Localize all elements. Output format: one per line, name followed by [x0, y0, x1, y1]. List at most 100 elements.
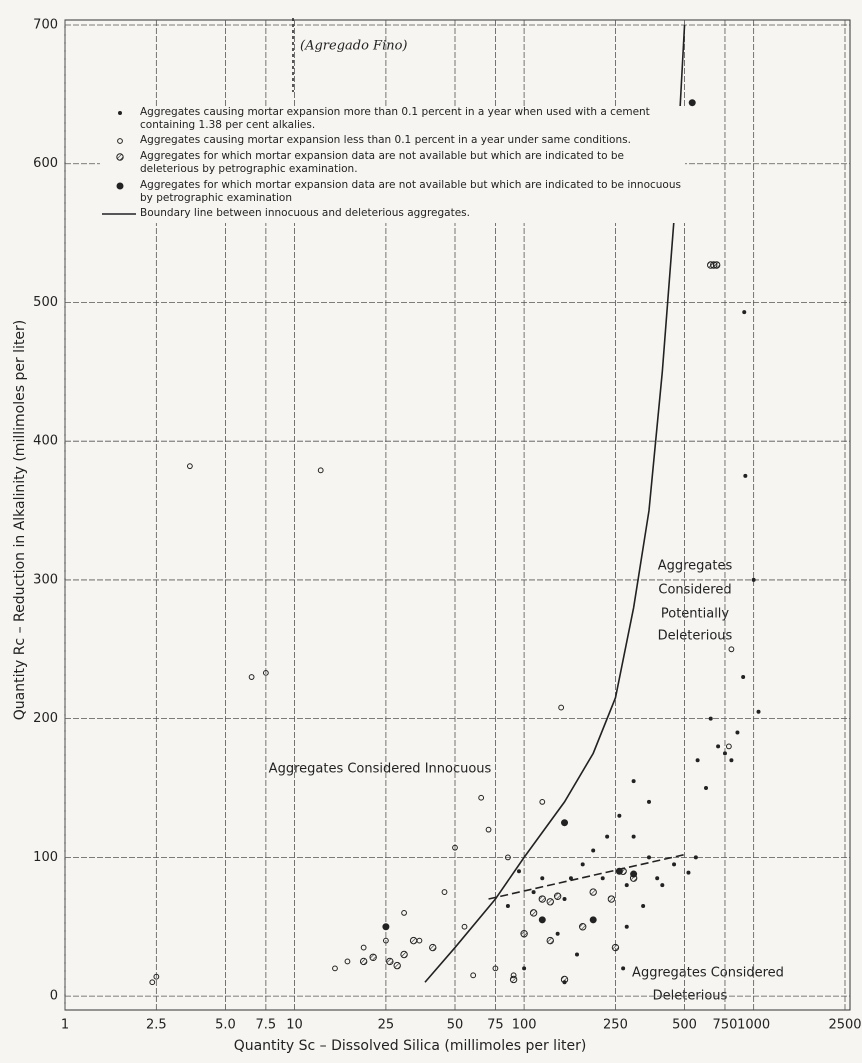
boundary-line — [488, 853, 685, 900]
annotation: Aggregates — [658, 559, 733, 574]
point — [546, 936, 554, 945]
point — [561, 819, 569, 827]
legend-label: Aggregates for which mortar expansion da… — [140, 150, 624, 176]
point — [369, 953, 377, 961]
point — [116, 153, 124, 161]
point — [589, 916, 597, 924]
point — [693, 855, 698, 860]
y-tick-label: 200 — [33, 711, 58, 726]
point — [741, 675, 746, 680]
point — [641, 903, 646, 908]
annotation: Deleterious — [658, 629, 733, 644]
point — [672, 862, 677, 867]
x-tick-label: 750 — [713, 1018, 738, 1033]
point — [359, 957, 368, 966]
point — [631, 834, 636, 839]
point — [539, 799, 546, 805]
point — [400, 950, 408, 959]
y-tick-label: 600 — [33, 156, 58, 171]
x-tick-label: 2.5 — [146, 1018, 167, 1033]
annotation: (Agregado Fino) — [300, 39, 408, 54]
point — [575, 952, 580, 957]
point — [538, 895, 546, 903]
point — [695, 758, 700, 763]
x-tick-label: 75 — [487, 1018, 504, 1033]
x-tick-label: 50 — [447, 1018, 464, 1033]
point — [703, 786, 708, 791]
x-tick-label: 250 — [603, 1018, 628, 1033]
point — [186, 463, 193, 470]
point — [520, 929, 528, 938]
point — [611, 943, 620, 952]
legend-entry: Aggregates for which mortar expansion da… — [100, 179, 685, 205]
point — [553, 892, 562, 900]
y-axis-label: Quantity Rc – Reduction in Alkalinity (m… — [12, 320, 28, 721]
point — [546, 898, 554, 906]
point — [686, 870, 691, 875]
point — [560, 975, 569, 984]
x-tick-label: 100 — [512, 1018, 537, 1033]
point — [470, 972, 477, 979]
point — [461, 923, 468, 930]
point — [729, 758, 734, 763]
x-tick-label: 7.5 — [256, 1018, 277, 1033]
y-tick-label: 300 — [33, 572, 58, 587]
point — [409, 936, 418, 945]
legend-marker — [102, 212, 136, 215]
x-tick-label: 500 — [672, 1018, 697, 1033]
y-tick-label: 700 — [33, 18, 58, 33]
point — [624, 883, 629, 888]
point — [568, 876, 573, 881]
point — [478, 794, 485, 801]
point — [580, 862, 585, 867]
point — [401, 909, 407, 916]
point — [504, 854, 511, 861]
point — [742, 310, 747, 315]
point — [722, 751, 727, 756]
point — [441, 889, 448, 895]
y-tick-label: 500 — [33, 295, 58, 310]
legend-marker — [116, 153, 124, 161]
plot-frame — [64, 19, 851, 1011]
annotation: Potentially — [661, 607, 730, 622]
point — [118, 111, 122, 115]
point — [393, 961, 401, 970]
point — [153, 973, 160, 980]
point — [248, 674, 255, 680]
y-tick-label: 400 — [33, 434, 58, 449]
point — [522, 966, 527, 971]
point — [485, 826, 492, 833]
point — [578, 923, 587, 931]
point — [660, 883, 665, 888]
point — [382, 937, 389, 944]
point — [631, 779, 636, 784]
point — [505, 903, 510, 908]
point — [116, 182, 124, 189]
x-tick-label: 5.0 — [215, 1018, 236, 1033]
point — [716, 744, 721, 749]
legend-label: Aggregates causing mortar expansion less… — [140, 134, 631, 147]
x-tick-label: 1 — [61, 1018, 69, 1033]
point — [262, 669, 269, 676]
point — [646, 855, 651, 860]
point — [630, 870, 638, 878]
y-tick-label: 0 — [50, 989, 58, 1004]
point — [332, 965, 338, 972]
point — [382, 923, 390, 931]
legend-label: Boundary line between innocuous and dele… — [140, 206, 470, 219]
point — [317, 467, 324, 474]
x-tick-label: 10 — [286, 1018, 303, 1033]
annotation: Aggregates Considered Innocuous — [269, 762, 492, 777]
point — [728, 646, 735, 653]
point — [344, 958, 351, 965]
point — [624, 924, 629, 929]
point — [735, 730, 740, 735]
point — [655, 876, 660, 881]
point — [429, 943, 437, 952]
x-axis-label: Quantity Sc – Dissolved Silica (millimol… — [234, 1038, 587, 1054]
point — [591, 848, 596, 853]
legend-entry: Aggregates causing mortar expansion less… — [100, 134, 685, 148]
y-tick-label: 100 — [33, 850, 58, 865]
point — [492, 965, 499, 972]
point — [725, 743, 732, 750]
